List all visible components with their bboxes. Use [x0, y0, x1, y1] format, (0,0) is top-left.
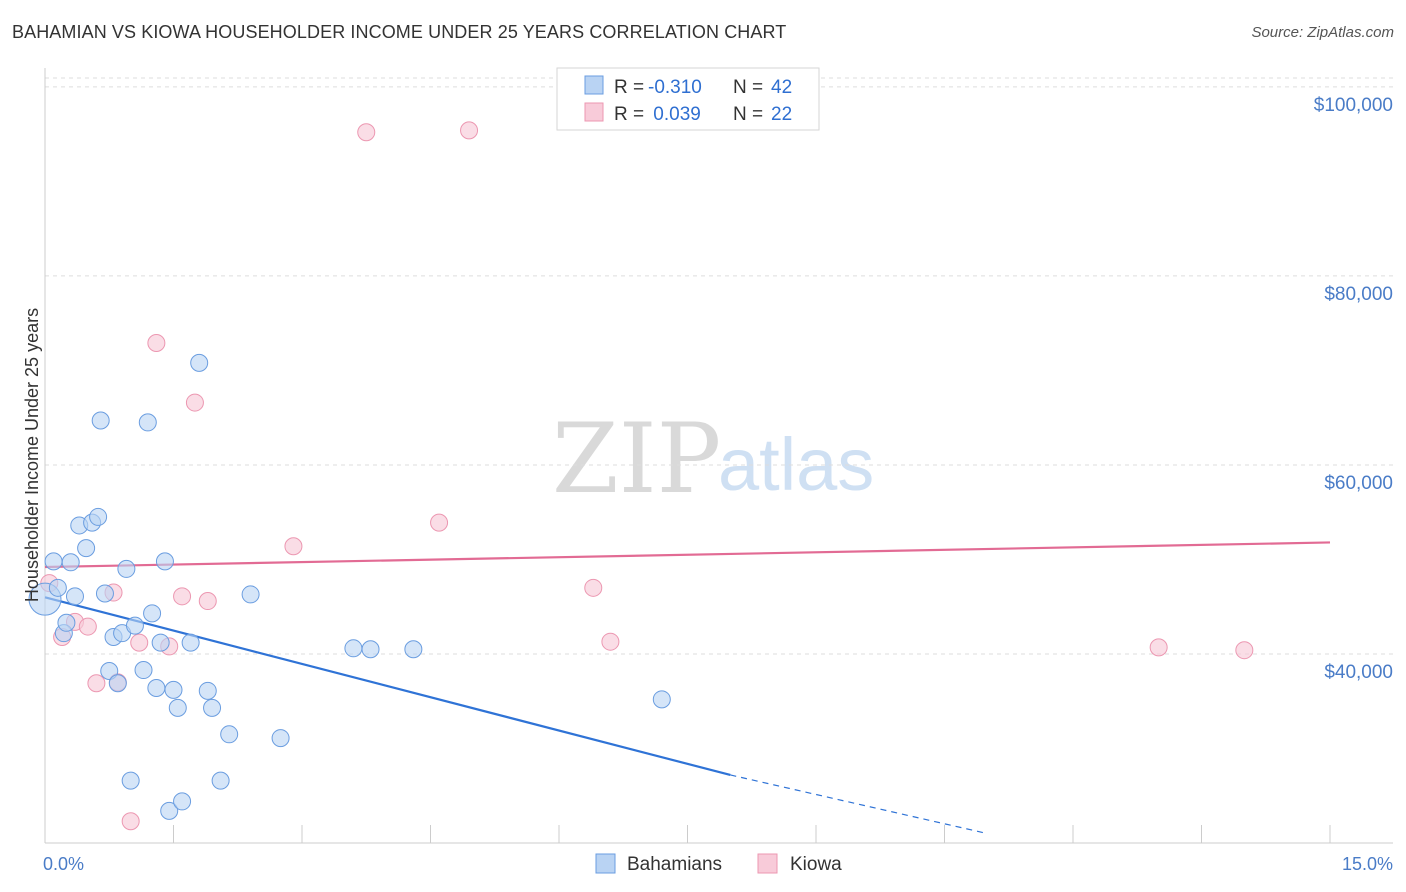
bahamians-point-15 — [108, 674, 127, 693]
series-legend: Bahamians Kiowa — [595, 853, 842, 875]
bahamians-point-26 — [160, 801, 179, 820]
x-tick-label-1: 15.0% — [1342, 854, 1393, 874]
axes — [44, 68, 1393, 844]
watermark: ZIP atlas — [552, 403, 874, 515]
bahamians-point-31 — [190, 353, 209, 372]
x-tick-labels: 0.0% 15.0% — [43, 854, 1393, 874]
kiowa-point-20 — [1149, 638, 1168, 657]
bahamians-point-22 — [143, 604, 162, 623]
chart-title: BAHAMIAN VS KIOWA HOUSEHOLDER INCOME UND… — [12, 22, 787, 42]
legend-bottom-swatch-bahamians — [595, 853, 616, 874]
bahamians-point-33 — [203, 698, 222, 717]
bahamians-point-21 — [138, 413, 157, 432]
source-label: Source: ZipAtlas.com — [1251, 24, 1394, 41]
bahamians-point-19 — [125, 616, 144, 635]
legend-swatch-kiowa — [584, 102, 604, 122]
bahamians-point-38 — [344, 639, 363, 658]
bahamians-point-13 — [100, 661, 119, 680]
correlation-legend: R = -0.310 N = 42 R = 0.039 N = 22 — [556, 67, 820, 131]
bahamians-point-36 — [241, 585, 260, 604]
legend-bottom-label-bahamians: Bahamians — [627, 854, 722, 875]
watermark-zip: ZIP — [552, 403, 721, 515]
kiowa-point-15 — [357, 123, 376, 142]
legend-r-label-kiowa: R = — [614, 104, 644, 125]
legend-bottom-label-kiowa: Kiowa — [790, 854, 842, 875]
bahamians-point-18 — [121, 771, 140, 790]
kiowa-point-16 — [430, 513, 449, 532]
kiowa-point-13 — [198, 592, 217, 611]
kiowa-point-9 — [147, 334, 166, 353]
bahamians-point-2 — [48, 578, 67, 597]
bahamians-point-41 — [652, 690, 671, 709]
y-tick-label-0: $40,000 — [1324, 662, 1393, 683]
kiowa-point-21 — [1235, 641, 1254, 660]
bahamians-point-8 — [77, 539, 96, 558]
bahamians-point-25 — [155, 552, 174, 571]
legend-bottom-swatch-kiowa — [757, 853, 778, 874]
bahamians-point-1 — [44, 552, 63, 571]
bahamians-point-6 — [65, 587, 84, 606]
bahamians-point-11 — [91, 411, 110, 430]
bahamians-point-29 — [173, 792, 192, 811]
bahamians-point-23 — [147, 679, 166, 697]
legend-n-value-bahamians: 42 — [771, 77, 792, 98]
kiowa-point-8 — [130, 633, 149, 652]
legend-r-label-bahamians: R = — [614, 77, 644, 98]
kiowa-point-4 — [87, 674, 106, 693]
trend-lines — [44, 541, 1331, 835]
y-tick-label-1: $60,000 — [1324, 473, 1393, 494]
grid-lines — [45, 77, 1393, 655]
bahamians-point-4 — [57, 613, 76, 632]
kiowa-point-19 — [601, 632, 620, 651]
kiowa-point-3 — [78, 617, 97, 636]
bahamians-point-40 — [404, 640, 423, 659]
bahamians-point-12 — [95, 584, 114, 603]
bahamians-point-27 — [164, 680, 183, 699]
kiowa-point-14 — [284, 537, 303, 556]
trend-line-bahamians-extension — [730, 774, 988, 835]
kiowa-point-18 — [584, 578, 603, 597]
bahamians-point-5 — [61, 553, 80, 572]
legend-n-label-bahamians: N = — [733, 77, 763, 98]
bahamians-point-17 — [117, 559, 136, 578]
bahamians-point-32 — [198, 681, 217, 700]
bahamians-point-37 — [271, 729, 290, 748]
legend-r-value-bahamians: -0.310 — [648, 77, 702, 98]
y-tick-label-3: $100,000 — [1314, 95, 1393, 116]
legend-swatch-bahamians — [584, 75, 604, 95]
bahamians-point-28 — [168, 698, 187, 717]
y-tick-label-2: $80,000 — [1324, 284, 1393, 305]
y-tick-labels: $40,000 $60,000 $80,000 $100,000 — [1314, 95, 1393, 683]
legend-r-value-kiowa: 0.039 — [648, 104, 701, 125]
bahamians-point-20 — [134, 661, 153, 680]
bahamians-point-35 — [220, 725, 239, 744]
kiowa-point-12 — [185, 393, 204, 412]
bahamians-point-30 — [181, 633, 200, 652]
trend-line-bahamians — [44, 596, 731, 777]
kiowa-point-11 — [173, 587, 192, 606]
legend-n-label-kiowa: N = — [733, 104, 763, 125]
kiowa-point-7 — [121, 812, 140, 831]
bahamians-point-34 — [211, 771, 230, 790]
kiowa-point-17 — [460, 121, 479, 140]
x-tick-label-0: 0.0% — [43, 854, 84, 874]
trend-line-kiowa — [44, 541, 1331, 569]
legend-n-value-kiowa: 22 — [771, 104, 792, 125]
bahamians-point-39 — [361, 640, 380, 659]
bahamians-point-10 — [89, 507, 108, 526]
bahamians-points — [28, 353, 671, 820]
y-axis-label: Householder Income Under 25 years — [22, 308, 42, 602]
bahamians-point-24 — [151, 633, 170, 652]
